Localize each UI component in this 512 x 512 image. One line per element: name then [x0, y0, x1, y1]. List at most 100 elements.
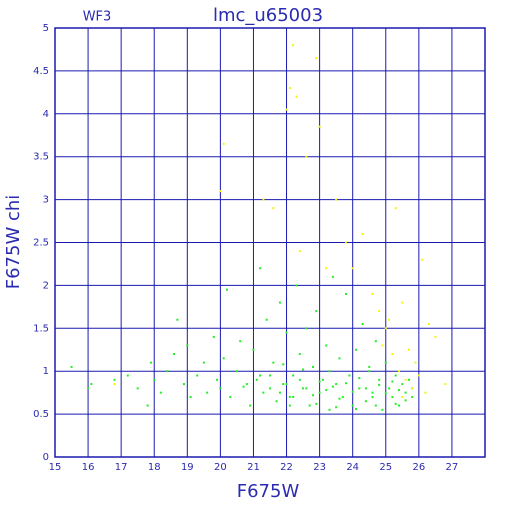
point — [245, 383, 248, 386]
point — [404, 399, 407, 402]
point — [364, 400, 367, 403]
point — [335, 383, 338, 386]
point — [226, 288, 228, 291]
point — [269, 387, 271, 390]
point — [239, 340, 242, 343]
x-tick-label: 21 — [247, 462, 260, 473]
point — [394, 207, 397, 210]
y-tick-label: 1.5 — [33, 323, 49, 334]
point — [252, 348, 255, 351]
point — [219, 387, 222, 390]
point — [368, 365, 371, 368]
point — [398, 370, 400, 373]
chart-title: lmc_u65003 — [213, 5, 323, 26]
point — [70, 365, 73, 368]
point — [391, 353, 394, 356]
point — [196, 374, 199, 377]
point — [414, 361, 417, 364]
point — [351, 267, 354, 270]
point — [222, 142, 225, 145]
point — [189, 395, 192, 398]
point — [269, 374, 271, 377]
point — [371, 391, 374, 394]
y-tick-label: 3.5 — [33, 152, 49, 163]
point — [126, 374, 129, 377]
point — [351, 404, 354, 407]
point — [325, 389, 328, 392]
point — [331, 275, 334, 278]
point — [424, 391, 427, 394]
point — [368, 370, 371, 373]
point — [229, 395, 232, 398]
point — [176, 318, 179, 321]
point — [278, 391, 281, 394]
point — [242, 385, 245, 388]
x-tick-label: 16 — [82, 462, 95, 473]
x-tick-label: 22 — [280, 462, 293, 473]
x-tick-label: 18 — [148, 462, 161, 473]
point — [358, 377, 361, 380]
point — [391, 395, 394, 398]
point — [235, 370, 238, 373]
point — [358, 387, 361, 390]
point — [381, 344, 384, 347]
point — [113, 383, 116, 386]
point — [404, 391, 407, 394]
point — [394, 402, 397, 405]
point — [295, 284, 298, 287]
point — [417, 374, 420, 377]
point — [374, 340, 377, 343]
point — [222, 357, 225, 360]
point — [378, 383, 381, 386]
y-tick-label: 0.5 — [33, 409, 49, 420]
point — [149, 361, 152, 364]
point — [282, 363, 285, 366]
point — [401, 395, 404, 398]
point — [338, 397, 341, 400]
point — [378, 378, 381, 381]
point — [186, 344, 189, 347]
x-tick-label: 24 — [346, 462, 359, 473]
point — [285, 108, 288, 111]
point — [159, 391, 162, 394]
point — [302, 387, 305, 390]
point — [288, 395, 291, 398]
point — [331, 385, 334, 388]
point — [212, 335, 215, 338]
point — [318, 391, 321, 394]
point — [305, 155, 308, 158]
point — [411, 387, 414, 390]
point — [361, 323, 364, 326]
x-tick-label: 27 — [446, 462, 459, 473]
point — [384, 392, 387, 395]
point — [136, 387, 139, 390]
point — [348, 374, 351, 377]
point — [90, 383, 93, 386]
point — [411, 395, 414, 398]
x-tick-label: 25 — [379, 462, 392, 473]
point — [398, 389, 400, 392]
point — [305, 387, 308, 390]
y-tick-label: 3 — [43, 195, 49, 206]
point — [292, 395, 295, 398]
point — [388, 387, 391, 390]
point — [275, 400, 278, 403]
point — [427, 323, 430, 326]
point — [315, 310, 318, 313]
x-tick-label: 19 — [181, 462, 194, 473]
point — [219, 190, 222, 193]
x-tick-label: 17 — [115, 462, 128, 473]
point — [355, 348, 357, 351]
point — [113, 378, 116, 381]
point — [401, 301, 404, 304]
point — [325, 267, 328, 270]
point — [278, 301, 281, 304]
point — [259, 267, 262, 270]
point — [206, 391, 209, 394]
point — [302, 368, 305, 371]
x-tick-label: 20 — [214, 462, 227, 473]
point — [265, 318, 268, 321]
point — [421, 258, 424, 261]
point — [345, 292, 348, 295]
